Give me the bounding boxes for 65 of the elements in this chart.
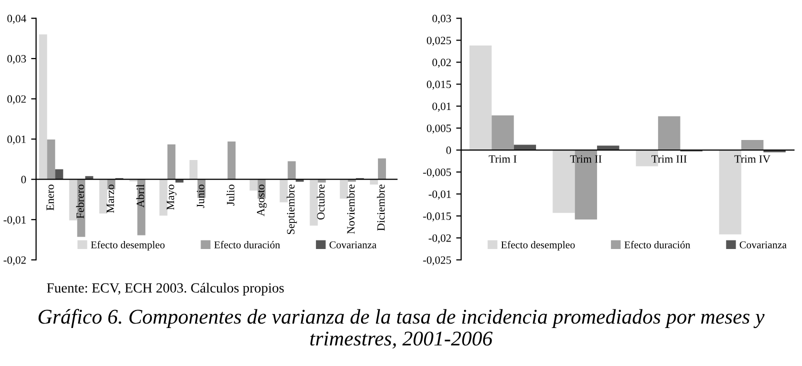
bar — [469, 46, 492, 150]
bar — [658, 116, 680, 150]
text: Gráfico 6. Componentes de varianza de la tasa de incidencia promediados por meses y trimestres, 2001-2006 — [38, 308, 765, 349]
x-tick-label: Enero — [46, 184, 54, 210]
legend-label: Covarianza — [740, 241, 787, 248]
y-tick-label: -0,015 — [423, 212, 451, 222]
x-tick-label: Trim III — [652, 155, 687, 163]
x-tick-label: Octubre — [316, 184, 325, 220]
bar — [99, 179, 108, 214]
y-tick-label: 0 — [446, 146, 452, 154]
y-tick-label: 0,03 — [7, 55, 26, 64]
bar — [69, 179, 78, 220]
x-tick-label: Mayo — [166, 184, 176, 210]
bar — [55, 169, 64, 180]
source-note: Fuente: ECV, ECH 2003. Cálculos propios — [46, 282, 284, 296]
x-tick-label: Julio — [226, 184, 234, 206]
x-tick-label: Agosto — [256, 184, 267, 216]
bar — [47, 139, 56, 180]
y-tick-label: -0,005 — [423, 168, 451, 178]
x-tick-label: Febrero — [76, 184, 84, 218]
legend-label: Efecto duración — [214, 240, 280, 248]
x-tick-label: Noviembre — [346, 184, 355, 234]
x-tick-label: Junio — [196, 184, 204, 208]
legend-label: Efecto duración — [624, 240, 690, 248]
legend-label: Efecto desempleo — [501, 240, 575, 250]
y-tick-label: -0,025 — [423, 256, 451, 266]
bar — [310, 179, 318, 226]
bar — [741, 140, 764, 150]
bar — [167, 144, 176, 180]
bar — [340, 179, 348, 199]
x-tick-label: Trim I — [488, 155, 517, 163]
bar — [137, 179, 146, 236]
x-tick-label: Trim II — [570, 155, 602, 163]
bar — [85, 176, 94, 180]
y-tick-label: 0,04 — [7, 14, 26, 24]
y-tick-label: 0,02 — [7, 95, 26, 104]
y-tick-label: 0,01 — [7, 136, 26, 145]
bar — [189, 160, 198, 180]
bar — [250, 179, 258, 191]
y-tick-label: 0,005 — [426, 124, 451, 134]
x-tick-label: Diciembre — [376, 184, 385, 231]
bar — [288, 161, 296, 180]
y-tick-label: -0,02 — [4, 256, 26, 266]
y-tick-label: 0 — [21, 176, 26, 184]
y-tick-label: 0,02 — [432, 58, 451, 68]
legend-label: Efecto desempleo — [90, 240, 165, 250]
y-tick-label: 0,01 — [432, 102, 451, 112]
x-tick-label: Septiembre — [286, 184, 297, 234]
bar — [228, 141, 236, 180]
y-tick-label: 0,025 — [426, 36, 451, 46]
x-tick-label: Marzo — [106, 184, 114, 213]
legend-label: Covarianza — [330, 241, 376, 248]
x-tick-label: Abril — [136, 184, 144, 208]
bar — [159, 179, 168, 216]
y-tick-label: 0,015 — [426, 80, 451, 90]
y-tick-label: -0,01 — [4, 216, 26, 226]
y-tick-label: 0,03 — [432, 14, 451, 24]
bar — [280, 179, 288, 202]
bar — [492, 115, 514, 150]
bar — [597, 146, 620, 150]
y-tick-label: -0,01 — [428, 190, 451, 200]
x-tick-label: Trim IV — [734, 155, 770, 163]
bar — [39, 34, 48, 180]
y-tick-label: -0,02 — [428, 234, 451, 244]
bar — [378, 158, 386, 180]
